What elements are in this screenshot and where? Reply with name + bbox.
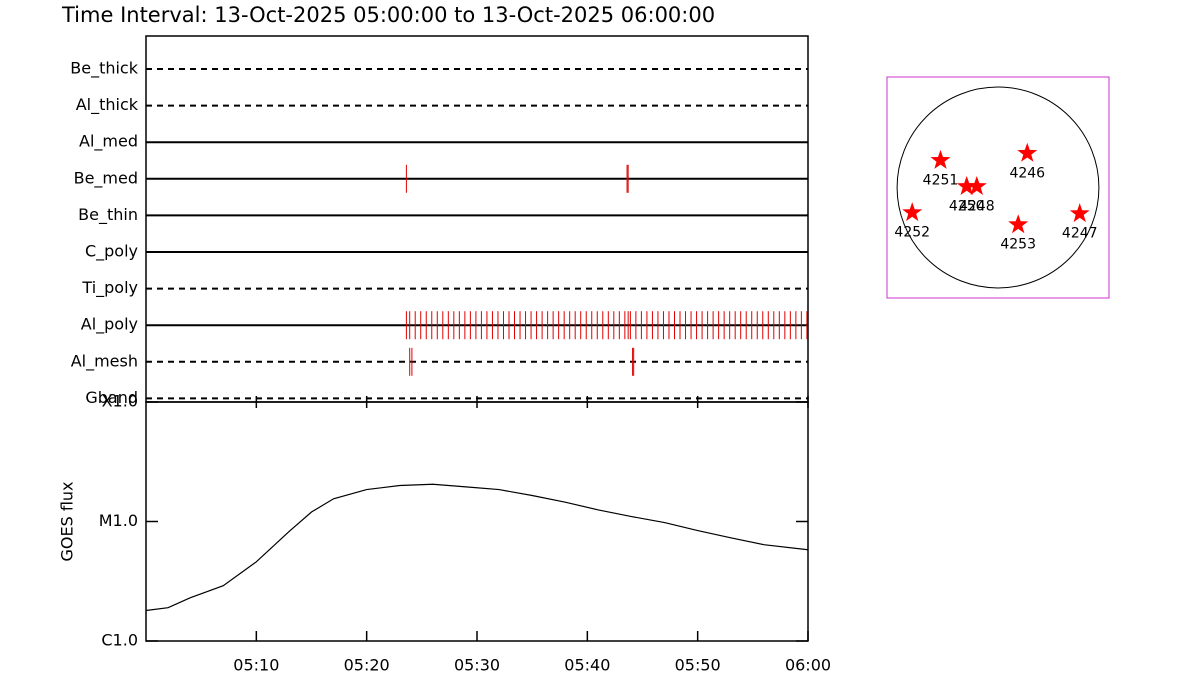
y-axis-label: GOES flux xyxy=(58,481,77,561)
row-label: C_poly xyxy=(85,242,138,262)
row-label: Ti_poly xyxy=(81,278,138,298)
chart-title: Time Interval: 13-Oct-2025 05:00:00 to 1… xyxy=(61,3,715,27)
plot-frame xyxy=(145,401,809,642)
region-label: 4252 xyxy=(894,225,930,241)
row-label: Gband xyxy=(85,388,138,407)
row-label: Be_med xyxy=(74,168,138,188)
row-label: Al_mesh xyxy=(71,351,138,371)
region-marker xyxy=(956,176,977,195)
region-marker xyxy=(1008,214,1029,234)
row-label: Be_thick xyxy=(70,59,138,79)
y-tick-label: M1.0 xyxy=(99,511,138,530)
solar-disk xyxy=(896,86,1100,289)
region-marker xyxy=(1069,203,1090,223)
y-tick-label: X1.0 xyxy=(102,392,138,411)
x-tick-label: 05:20 xyxy=(344,656,390,675)
region-label: 4251 xyxy=(923,172,959,188)
region-marker xyxy=(902,202,923,222)
flux-line xyxy=(145,483,809,612)
y-tick-label: C1.0 xyxy=(101,631,138,650)
x-tick-label: 05:10 xyxy=(233,656,279,675)
x-tick-label: 06:00 xyxy=(785,656,831,675)
region-marker xyxy=(966,176,987,195)
map-frame xyxy=(886,76,1110,299)
region-marker xyxy=(930,149,951,169)
row-label: Al_poly xyxy=(81,315,138,335)
x-tick-label: 05:50 xyxy=(675,656,721,675)
region-label: 4253 xyxy=(1000,237,1036,253)
row-label: Al_thick xyxy=(76,95,139,115)
x-tick-label: 05:40 xyxy=(564,656,610,675)
row-label: Al_med xyxy=(79,132,138,152)
region-label: 4246 xyxy=(1009,165,1045,181)
region-marker xyxy=(1017,142,1038,162)
x-tick-label: 05:30 xyxy=(454,656,500,675)
timeline-frame xyxy=(145,35,809,403)
region-label: 4248 xyxy=(959,198,995,214)
region-label: 4247 xyxy=(1062,226,1098,242)
row-label: Be_thin xyxy=(78,205,138,225)
region-label: 4250 xyxy=(949,198,985,214)
